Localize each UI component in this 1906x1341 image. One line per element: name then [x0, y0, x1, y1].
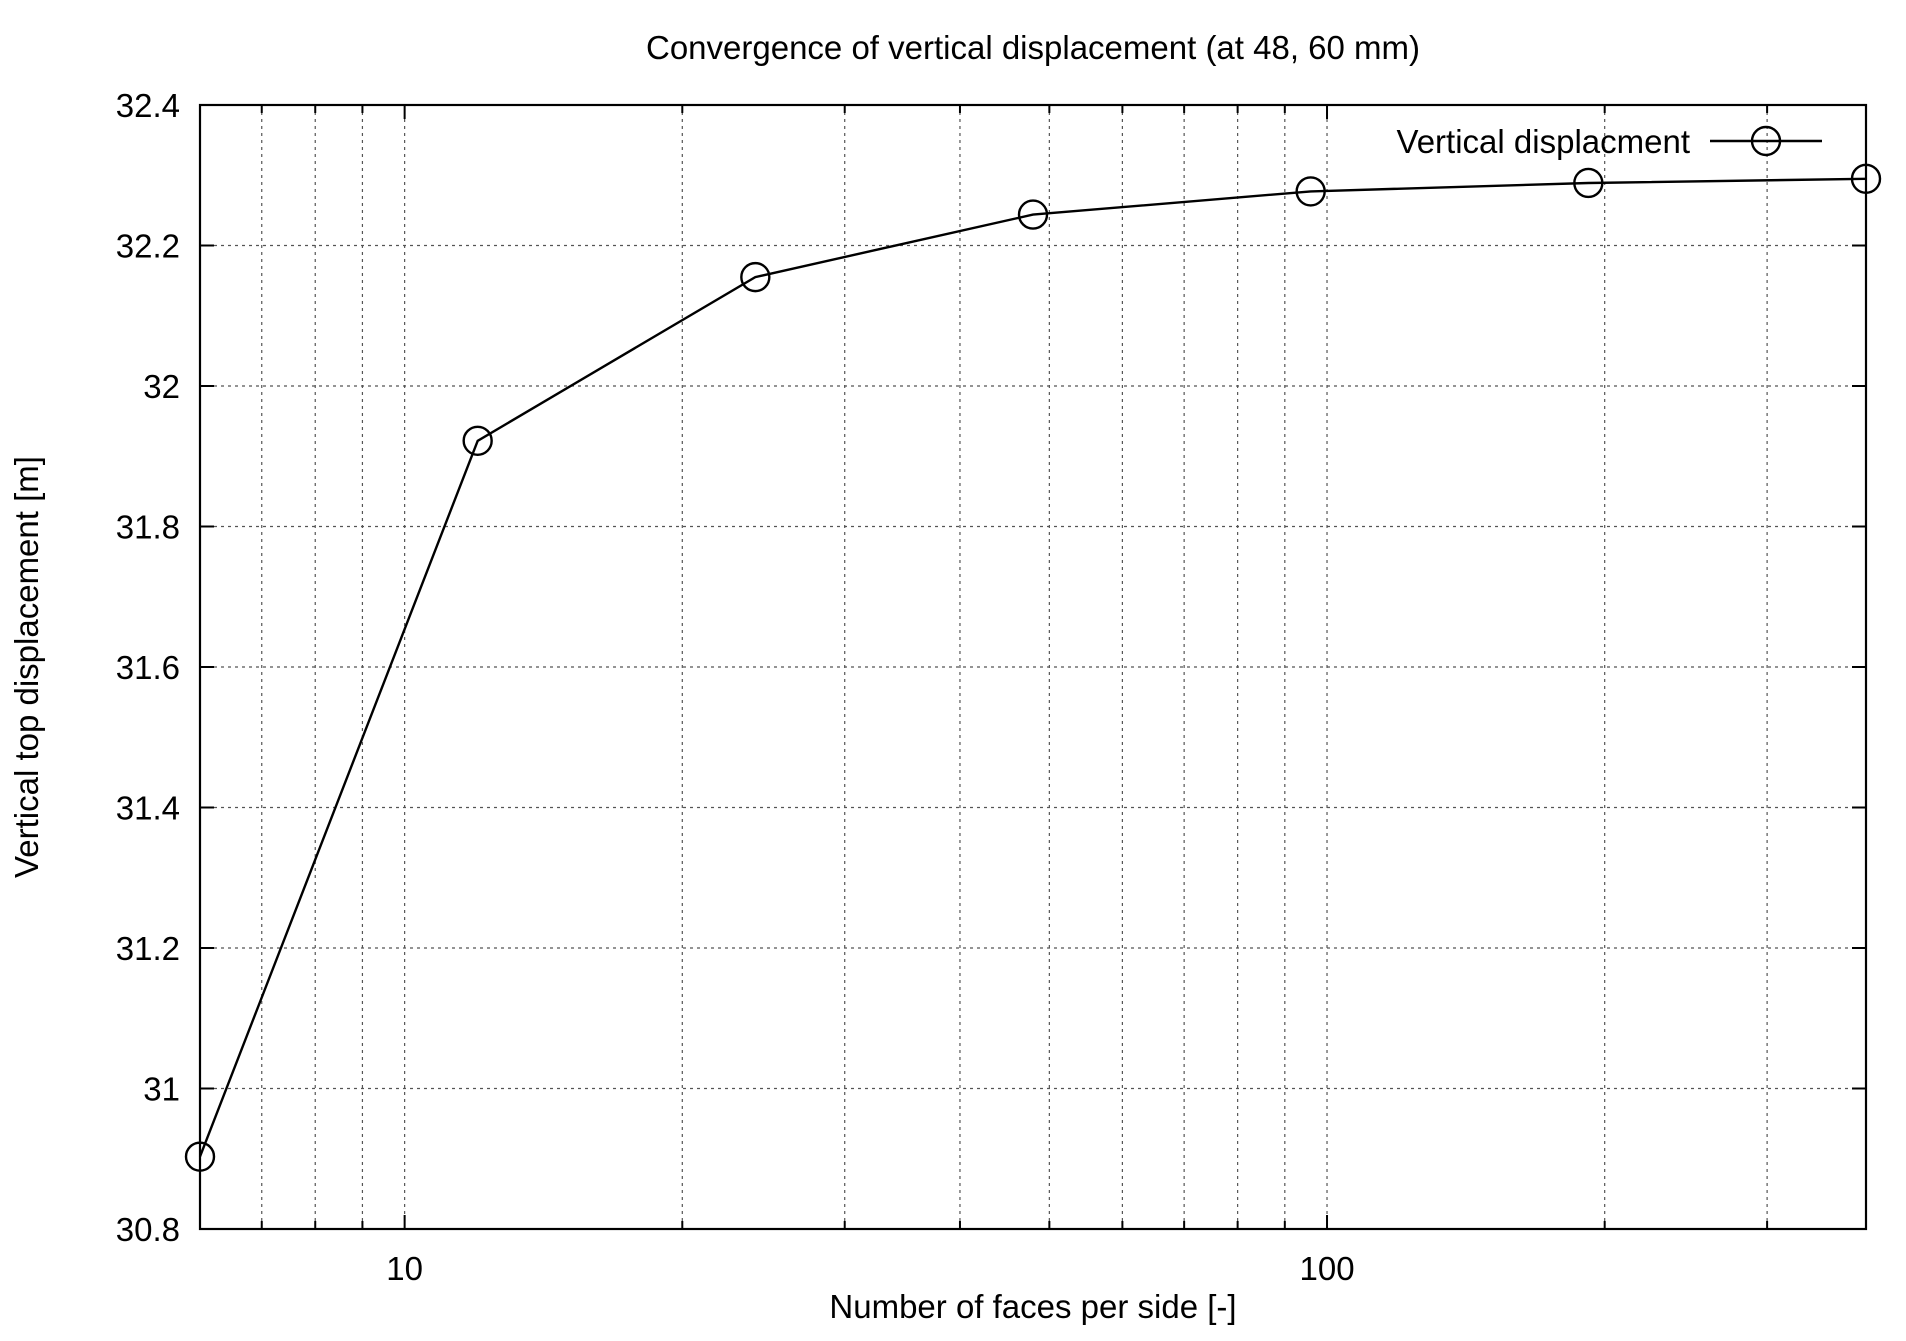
legend-label: Vertical displacment — [1397, 123, 1690, 160]
grid — [200, 105, 1866, 1229]
data-point — [1017, 199, 1049, 230]
data-point — [462, 425, 493, 456]
data-point — [1850, 163, 1882, 194]
data-point — [184, 1141, 216, 1172]
legend-marker-sample — [1750, 125, 1782, 157]
x-axis-label: Number of faces per side [-] — [829, 1288, 1236, 1325]
series — [184, 163, 1882, 1172]
x-tick-label: 10 — [386, 1250, 423, 1287]
chart-title: Convergence of vertical displacement (at… — [646, 29, 1420, 66]
y-tick-label: 31.2 — [116, 930, 180, 967]
y-axis-label: Vertical top displacement [m] — [8, 456, 45, 878]
y-tick-label: 32.4 — [116, 87, 180, 124]
data-point — [740, 261, 771, 293]
y-tick-label: 32 — [143, 368, 180, 405]
x-tick-label: 100 — [1299, 1250, 1354, 1287]
y-tick-label: 31.4 — [116, 790, 180, 827]
data-point — [1573, 167, 1604, 199]
y-tick-label: 32.2 — [116, 228, 180, 265]
legend: Vertical displacment — [1397, 123, 1822, 160]
y-tick-label: 31.6 — [116, 649, 180, 686]
tick-labels: 30.8 31 31.2 31.4 31.6 31.8 32 32.2 32.4 10 100 — [116, 87, 1355, 1287]
y-tick-label: 31 — [143, 1071, 180, 1108]
y-tick-label: 30.8 — [116, 1211, 180, 1248]
y-tick-label: 31.8 — [116, 509, 180, 546]
data-point — [1295, 176, 1326, 207]
plot-frame — [198, 103, 1868, 1231]
series-line — [198, 177, 1867, 1158]
